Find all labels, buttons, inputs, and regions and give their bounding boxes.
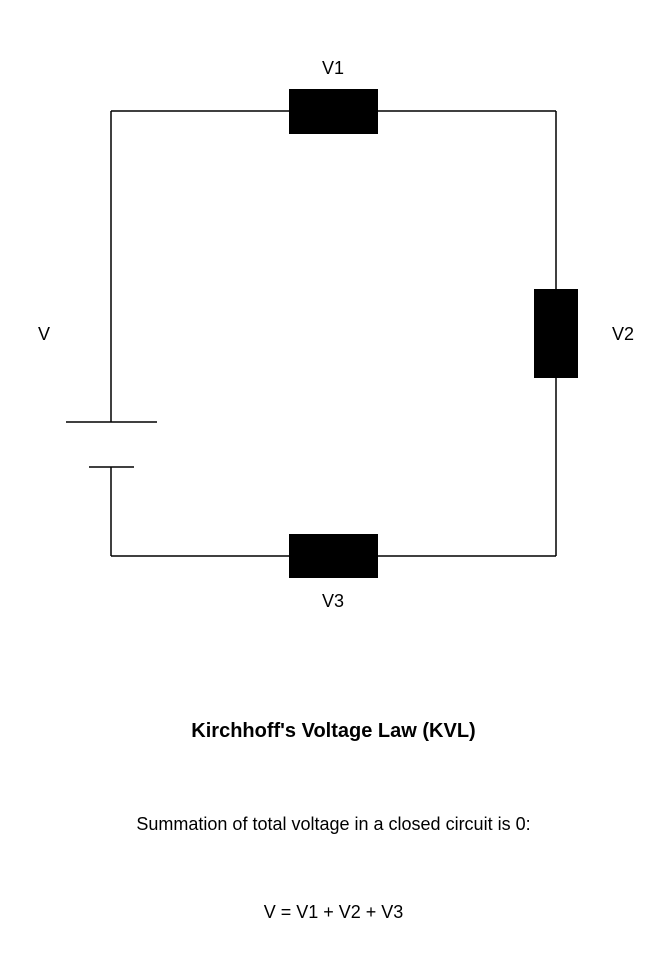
label-v3: V3 — [322, 591, 344, 611]
label-source-v: V — [38, 324, 50, 344]
label-v2: V2 — [612, 324, 634, 344]
label-v1: V1 — [322, 58, 344, 78]
resistor-v1 — [289, 89, 378, 134]
resistor-v3 — [289, 534, 378, 578]
kvl-formula: V = V1 + V2 + V3 — [263, 902, 404, 922]
page-title: Kirchhoff's Voltage Law (KVL) — [191, 720, 476, 742]
resistor-v2 — [534, 289, 578, 378]
law-description: Summation of total voltage in a closed c… — [136, 814, 531, 834]
circuit-diagram: V1 V2 V3 V — [38, 58, 634, 611]
battery-symbol — [66, 421, 157, 468]
